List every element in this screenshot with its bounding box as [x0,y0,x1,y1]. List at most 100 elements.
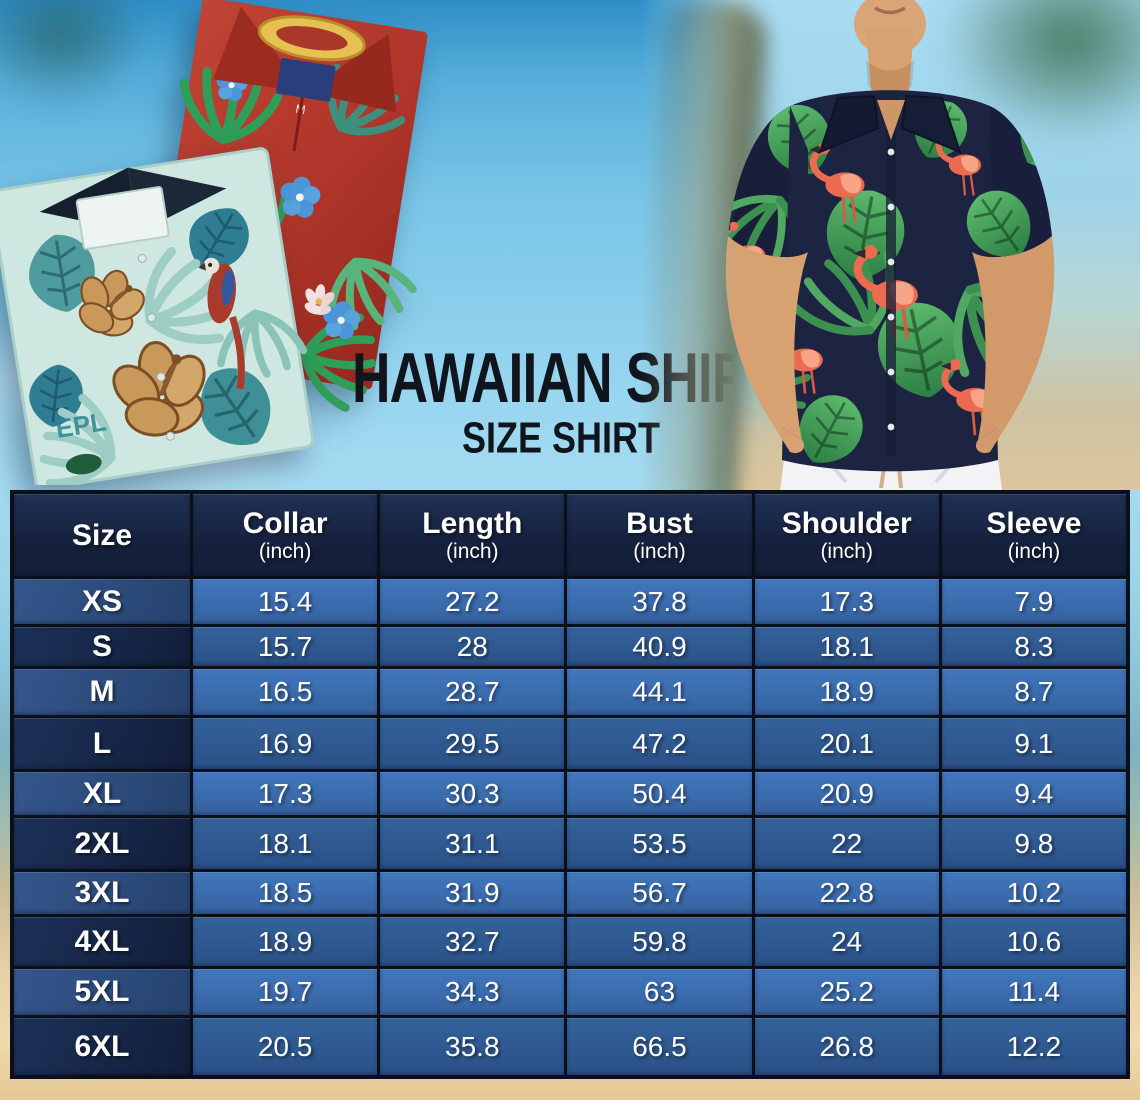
value-cell: 27.2 [380,579,565,624]
value-cell: 16.5 [193,669,378,715]
value-cell: 10.6 [941,917,1126,966]
value-text: 15.7 [257,630,313,662]
man-in-flamingo-shirt [725,0,1055,490]
value-text: 31.9 [445,877,500,908]
value-cell: 32.7 [380,917,565,966]
value-text: 59.8 [632,925,687,957]
size-label: S [91,629,112,663]
value-text: 32.7 [445,925,500,957]
value-text: 27.2 [445,585,500,617]
value-cell: 15.7 [193,627,378,666]
folded-shirts-photo: M [0,0,440,485]
column-header-shoulder: Shoulder (inch) [754,494,939,576]
value-text: 7.9 [1014,585,1054,617]
size-table: Size Collar (inch) Length (inch) Bust (inch) Sh… [10,490,1130,1079]
value-text: 9.8 [1014,827,1054,859]
value-cell: 16.9 [193,718,378,769]
value-cell: 9.1 [941,718,1126,769]
page-subtitle: SIZE SHIRT [461,413,661,463]
column-unit: (inch) [446,539,499,563]
value-text: 44.1 [632,676,687,707]
value-cell: 50.4 [567,772,752,815]
value-cell: 22.8 [754,872,939,914]
value-cell: 26.8 [754,1018,939,1075]
value-text: 34.3 [445,976,500,1007]
value-text: 9.1 [1014,727,1054,759]
column-unit: (inch) [1007,539,1061,563]
teal-hawaiian-shirt: EPL [0,147,315,485]
value-cell: 18.1 [754,627,939,666]
value-cell: 15.4 [193,579,378,624]
value-cell: 11.4 [941,969,1126,1015]
value-text: 24 [831,925,863,957]
value-text: 9.4 [1014,777,1054,809]
value-cell: 9.4 [941,772,1126,815]
value-cell: 37.8 [567,579,752,624]
column-label: Shoulder [781,506,912,540]
value-cell: 53.5 [567,818,752,869]
value-text: 16.9 [257,727,313,759]
size-label: M [89,675,115,708]
value-text: 16.5 [257,676,313,707]
value-cell: 59.8 [567,917,752,966]
value-cell: 25.2 [754,969,939,1015]
value-text: 8.3 [1014,630,1054,662]
size-cell-l: L [14,718,190,769]
value-cell: 20.5 [193,1018,378,1075]
size-cell-6xl: 6XL [14,1018,190,1075]
value-cell: 12.2 [941,1018,1126,1075]
value-cell: 66.5 [567,1018,752,1075]
value-text: 10.6 [1006,925,1062,957]
value-cell: 18.9 [754,669,939,715]
value-cell: 35.8 [380,1018,565,1075]
value-cell: 8.3 [941,627,1126,666]
value-text: 18.9 [257,925,313,957]
value-cell: 29.5 [380,718,565,769]
value-cell: 8.7 [941,669,1126,715]
value-cell: 18.9 [193,917,378,966]
value-text: 19.7 [257,976,313,1007]
value-cell: 20.9 [754,772,939,815]
column-header-length: Length (inch) [380,494,565,576]
value-cell: 47.2 [567,718,752,769]
value-text: 18.1 [257,827,313,859]
value-cell: 9.8 [941,818,1126,869]
value-cell: 40.9 [567,627,752,666]
value-text: 10.2 [1006,877,1062,908]
size-cell-m: M [14,669,190,715]
column-label: Length [422,506,523,540]
parrot-print [198,257,245,390]
value-cell: 30.3 [380,772,565,815]
value-cell: 10.2 [941,872,1126,914]
column-header-collar: Collar (inch) [193,494,378,576]
value-text: 18.9 [819,676,874,707]
value-text: 29.5 [445,727,500,759]
value-text: 20.5 [257,1030,313,1062]
value-cell: 63 [567,969,752,1015]
value-cell: 31.1 [380,818,565,869]
value-text: 25.2 [819,976,874,1007]
value-cell: 20.1 [754,718,939,769]
value-cell: 19.7 [193,969,378,1015]
value-cell: 24 [754,917,939,966]
value-text: 18.1 [819,630,874,662]
value-cell: 34.3 [380,969,565,1015]
value-text: 37.8 [632,585,687,617]
size-label: 6XL [74,1029,130,1063]
value-cell: 17.3 [754,579,939,624]
value-text: 30.3 [445,777,500,809]
value-text: 53.5 [632,827,687,859]
value-text: 22.8 [819,877,874,908]
size-cell-s: S [14,627,190,666]
size-cell-xl: XL [14,772,190,815]
size-cell-3xl: 3XL [14,872,190,914]
size-cell-4xl: 4XL [14,917,190,966]
value-text: 40.9 [632,630,687,662]
model-photo [640,0,1140,490]
value-text: 28.7 [445,676,500,707]
value-text: 8.7 [1014,676,1054,707]
value-text: 28 [456,630,488,662]
column-unit: (inch) [258,539,312,563]
column-header-size: Size [14,494,190,576]
size-label: 3XL [74,876,130,909]
